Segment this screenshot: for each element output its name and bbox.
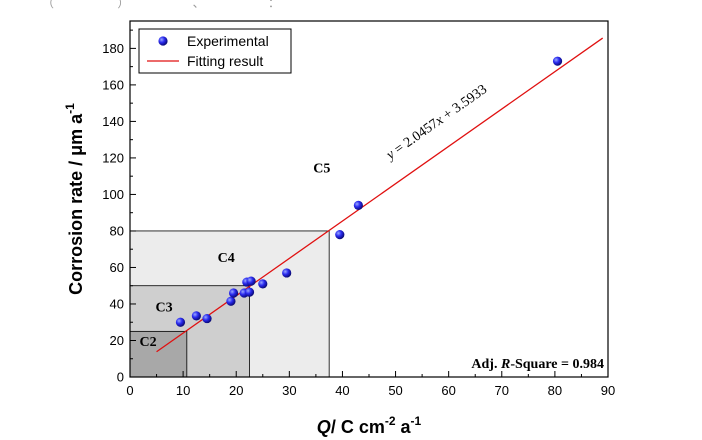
x-tick-label: 30 <box>282 383 296 398</box>
fit-line <box>156 37 604 353</box>
points-layer <box>175 56 563 327</box>
x-axis-label: Q/ C cm-2 a-1 <box>317 414 422 437</box>
y-axis-label: Corrosion rate / μm a-1 <box>63 103 86 295</box>
y-tick-label: 80 <box>110 223 124 238</box>
x-tick-label: 0 <box>126 383 133 398</box>
x-tick-label: 40 <box>335 383 349 398</box>
ticks-layer: 0 10 20 30 40 50 60 70 80 90 0 20 40 60 80 100 120 140 160… <box>102 29 615 398</box>
fit-layer <box>156 37 604 353</box>
data-point <box>353 200 363 210</box>
y-tick-label: 0 <box>117 370 124 385</box>
x-tick-label: 50 <box>388 383 402 398</box>
data-point <box>228 288 239 298</box>
page-fragment: （ ） 、 ： <box>42 0 311 10</box>
y-tick-label: 180 <box>102 41 124 56</box>
data-point <box>226 296 236 306</box>
zone-label-c4: C4 <box>218 251 235 266</box>
zone-label-c3: C3 <box>155 300 172 315</box>
data-point <box>282 268 292 278</box>
x-tick-label: 60 <box>441 383 455 398</box>
legend-label-fitting: Fitting result <box>187 53 263 69</box>
data-point <box>258 279 268 289</box>
zone-label-c2: C2 <box>140 335 157 350</box>
data-point <box>191 311 201 321</box>
y-tick-label: 60 <box>110 260 124 275</box>
legend-marker-experimental <box>158 36 168 46</box>
legend-label-experimental: Experimental <box>187 33 269 49</box>
data-point <box>552 56 563 66</box>
data-point <box>175 317 186 327</box>
y-tick-label: 120 <box>102 150 124 165</box>
y-tick-label: 40 <box>110 296 124 311</box>
x-tick-label: 20 <box>229 383 243 398</box>
zone-label-c5: C5 <box>313 162 330 177</box>
fit-equation: y = 2.0457x + 3.5933 <box>382 82 490 164</box>
data-point <box>244 287 255 297</box>
y-tick-label: 100 <box>102 187 124 202</box>
legend: Experimental Fitting result <box>138 28 292 74</box>
y-tick-label: 160 <box>102 77 124 92</box>
data-point <box>202 313 212 324</box>
y-tick-label: 20 <box>110 333 124 348</box>
zone-c2 <box>129 330 188 378</box>
adj-r-square: Adj. R-Square = 0.984 <box>471 357 604 372</box>
data-point <box>335 230 345 240</box>
legend-box <box>138 28 292 74</box>
zones-layer: C2 C3 C4 C5 <box>129 162 330 378</box>
x-tick-label: 10 <box>176 383 190 398</box>
x-tick-label: 80 <box>548 383 562 398</box>
x-tick-label: 90 <box>601 383 615 398</box>
data-point <box>246 276 256 286</box>
y-tick-label: 140 <box>102 114 124 129</box>
x-tick-label: 70 <box>495 383 509 398</box>
